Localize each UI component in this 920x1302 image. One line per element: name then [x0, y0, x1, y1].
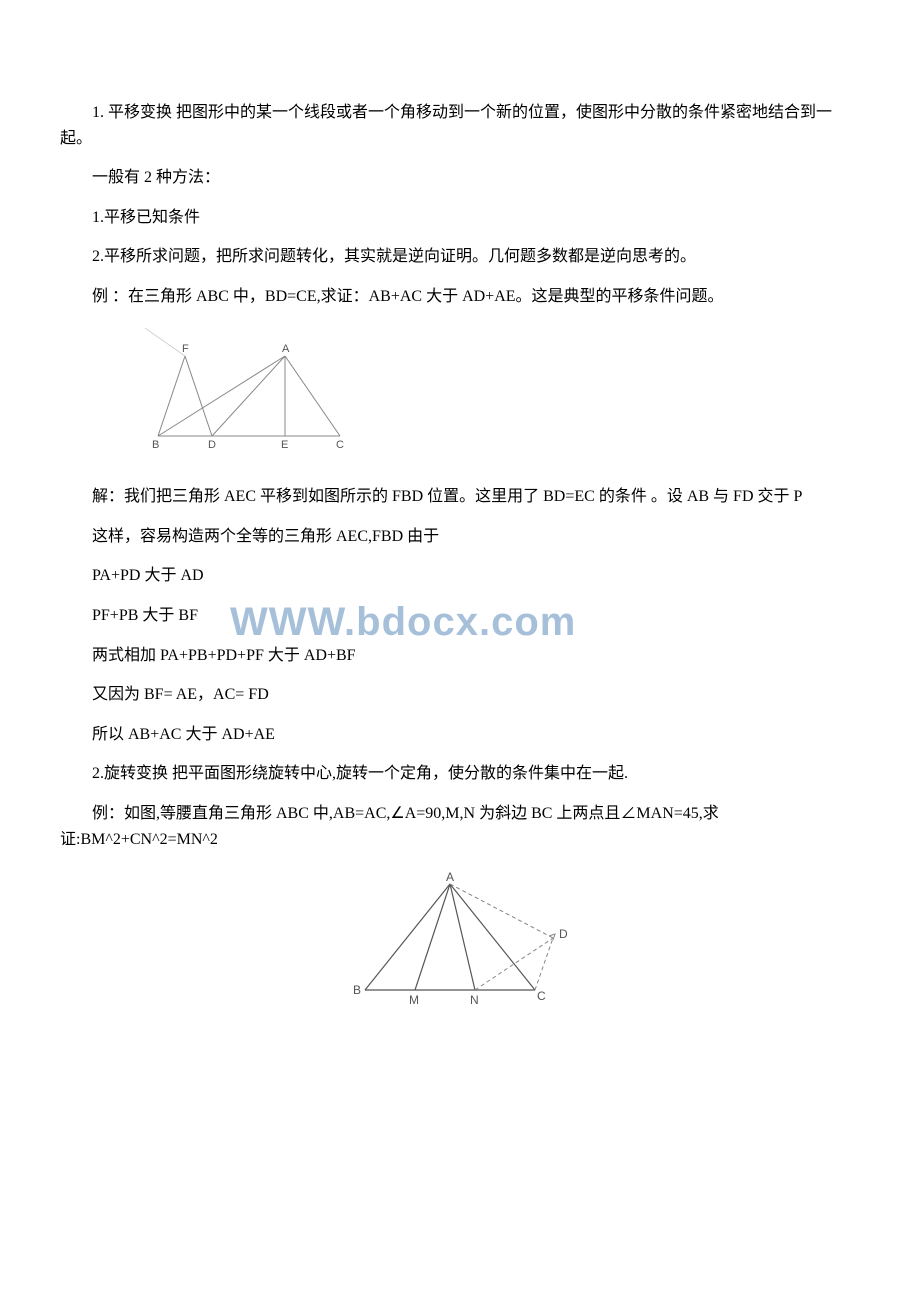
para-13: 2.旋转变换 把平面图形绕旋转中心,旋转一个定角，使分散的条件集中在一起. [60, 761, 860, 787]
para-5: 例 ：在三角形 ABC 中，BD=CE,求证：AB+AC 大于 AD+AE。这是… [60, 284, 860, 310]
para-6: 解：我们把三角形 AEC 平移到如图所示的 FBD 位置。这里用了 BD=EC … [60, 484, 860, 510]
para-1: 1. 平移变换 把图形中的某一个线段或者一个角移动到一个新的位置，使图形中分散的… [60, 100, 860, 151]
para-10: 两式相加 PA+PB+PD+PF 大于 AD+BF [60, 643, 860, 669]
label-C: C [336, 439, 344, 451]
para-2: 一般有 2 种方法： [60, 165, 860, 191]
para-4: 2.平移所求问题，把所求问题转化，其实就是逆向证明。几何题多数都是逆向思考的。 [60, 244, 860, 270]
label-A: A [282, 343, 290, 355]
label-N2: N [470, 993, 479, 1007]
para-14: 例：如图,等腰直角三角形 ABC 中,AB=AC,∠A=90,M,N 为斜边 B… [60, 801, 860, 852]
para-9: PF+PB 大于 BF [60, 603, 860, 629]
label-B2: B [353, 983, 361, 997]
label-B: B [152, 439, 159, 451]
figure-triangle-translation: F A B D E C [130, 328, 860, 467]
label-D2: D [559, 927, 568, 941]
label-D: D [208, 439, 216, 451]
figure-triangle-rotation: A B M N C D [335, 870, 585, 1019]
label-E: E [281, 439, 288, 451]
para-3: 1.平移已知条件 [60, 205, 860, 231]
para-11: 又因为 BF= AE，AC= FD [60, 682, 860, 708]
para-12: 所以 AB+AC 大于 AD+AE [60, 722, 860, 748]
label-M2: M [409, 993, 419, 1007]
label-C2: C [537, 989, 546, 1003]
label-F: F [182, 343, 189, 355]
label-A2: A [446, 870, 454, 884]
para-8: PA+PD 大于 AD [60, 563, 860, 589]
para-7: 这样，容易构造两个全等的三角形 AEC,FBD 由于 [60, 524, 860, 550]
